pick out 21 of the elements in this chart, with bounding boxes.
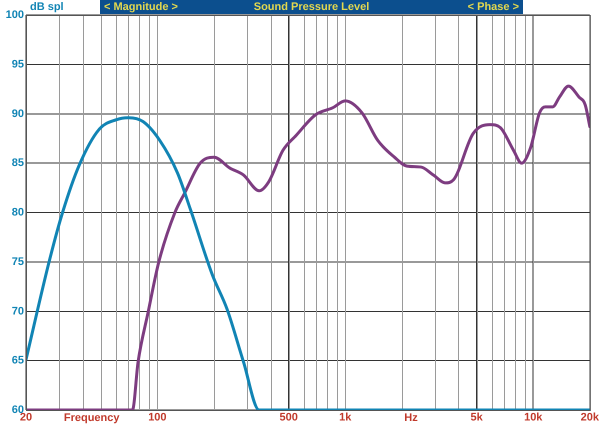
chart-title: Sound Pressure Level [254,1,370,14]
y-tick-label: 80 [12,206,24,219]
y-tick-label: 100 [6,9,24,22]
text: < Phase > [468,1,519,14]
x-axis-title: Frequency [64,412,120,424]
text: Hz [404,412,418,424]
y-tick-label: 85 [12,157,24,170]
y-tick-label: 95 [12,58,24,70]
y-axis-title: dB spl [30,1,64,14]
text: < Magnitude > [104,1,178,14]
y-tick-label: 70 [12,305,24,318]
y-tick-label: 65 [12,354,24,367]
x-tick-label: 20k [580,412,600,424]
x-tick-label: 5k [470,412,484,424]
x-tick-label: 500 [280,412,298,424]
y-tick-label: 90 [12,108,24,120]
x-tick-label: 20 [20,412,32,424]
x-tick-label: 100 [148,412,167,424]
y-tick-label: 75 [12,256,24,268]
x-tick-label: 1k [339,412,352,424]
x-tick-label: 10k [524,412,544,424]
